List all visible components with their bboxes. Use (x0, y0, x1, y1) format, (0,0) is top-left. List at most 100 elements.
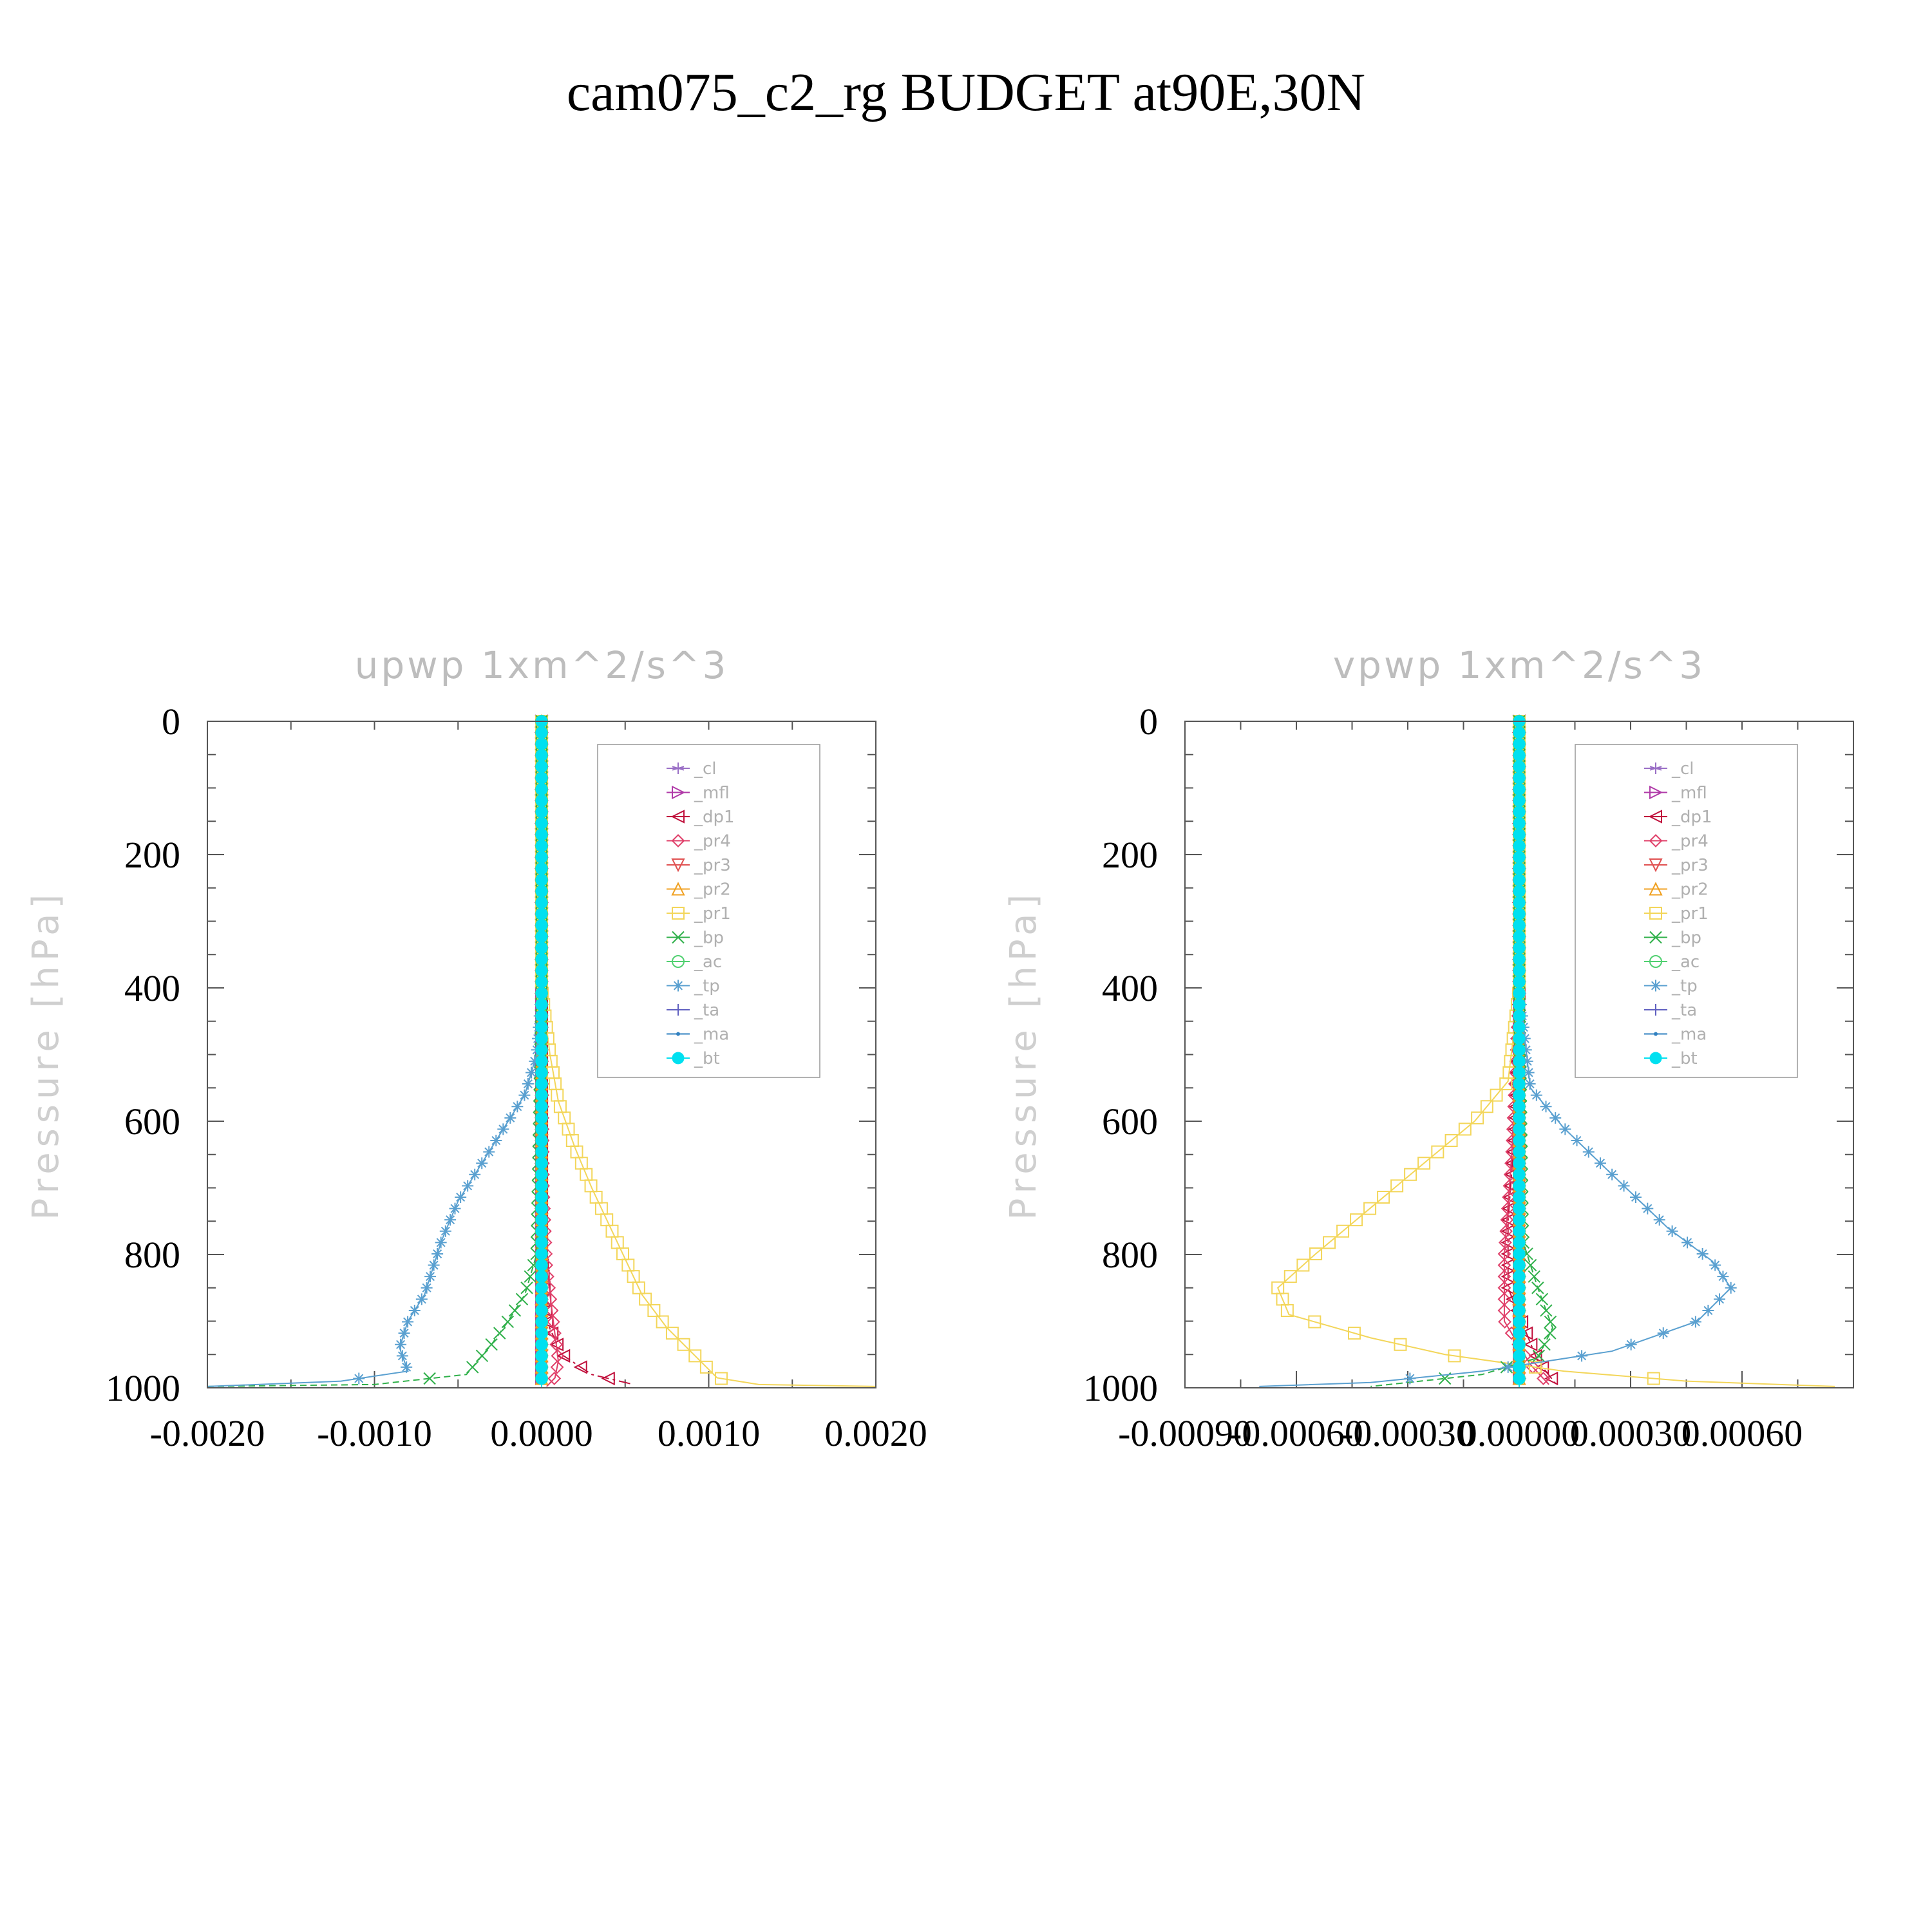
data-point (1363, 1202, 1377, 1215)
data-point (1513, 873, 1526, 886)
data-point (535, 1349, 548, 1362)
data-point (493, 1327, 506, 1340)
data-point (1513, 749, 1526, 762)
data-point (1513, 896, 1526, 909)
panel-title: vpwp 1xm^2/s^3 (1333, 643, 1705, 687)
data-point (1524, 1078, 1536, 1090)
data-point (535, 1179, 548, 1192)
data-point (1513, 806, 1526, 819)
data-point (1540, 1304, 1553, 1317)
data-point (353, 1372, 365, 1385)
data-point (1519, 1326, 1533, 1340)
data-point (535, 862, 548, 875)
legend-marker (1649, 858, 1663, 873)
data-point (1513, 794, 1526, 807)
legend-marker (672, 931, 685, 944)
data-point (1681, 1236, 1694, 1249)
legend-entry: _ta (1671, 1001, 1697, 1020)
data-point (535, 1247, 548, 1260)
data-point (1513, 726, 1526, 739)
data-point (483, 1146, 495, 1158)
data-point (1535, 1360, 1549, 1374)
data-point (1513, 760, 1526, 773)
data-point (1531, 1282, 1544, 1294)
data-point (1490, 1088, 1503, 1102)
data-point (535, 1361, 548, 1374)
legend-marker (672, 785, 686, 800)
data-point (395, 1338, 407, 1350)
y-tick-label: 600 (1102, 1101, 1158, 1142)
y-tick-label: 400 (124, 967, 180, 1009)
data-point (1549, 1112, 1562, 1124)
x-tick-label: -0.00090 (1118, 1412, 1252, 1454)
data-point (1513, 1055, 1526, 1068)
data-point (1642, 1202, 1654, 1215)
data-point (1296, 1258, 1310, 1272)
chart-panel-2: vpwp 1xm^2/s^3 Pressure [hPa] 0 200 400 600 80… (1003, 643, 1854, 1454)
data-point (504, 1112, 516, 1124)
data-point (1513, 1021, 1526, 1034)
data-point (1629, 1191, 1642, 1203)
legend-marker (672, 980, 684, 992)
data-point (535, 1270, 548, 1283)
data-point (1521, 1055, 1533, 1067)
data-point (1582, 1146, 1595, 1158)
data-point (449, 1202, 461, 1215)
data-point (1571, 1135, 1583, 1147)
data-point (1647, 1372, 1660, 1385)
data-point (469, 1168, 481, 1180)
data-point (556, 1349, 571, 1363)
data-point (535, 794, 548, 807)
data-point (1513, 851, 1526, 864)
data-point (401, 1361, 413, 1373)
data-point (1653, 1214, 1665, 1226)
data-point (1696, 1247, 1709, 1260)
data-point (1513, 840, 1526, 853)
data-point (1513, 1112, 1526, 1124)
x-tick-label: 0.0000 (490, 1412, 593, 1454)
data-point (1513, 817, 1526, 829)
series-bt (1513, 715, 1526, 1388)
data-point (535, 942, 548, 954)
data-point (1513, 1236, 1526, 1249)
data-point (1513, 1293, 1526, 1305)
data-point (1347, 1327, 1361, 1340)
legend-marker (1649, 762, 1662, 774)
x-tick-label: 0.0010 (658, 1412, 761, 1454)
data-point (1709, 1259, 1721, 1271)
data-point (1513, 1168, 1526, 1181)
data-point (546, 1315, 560, 1329)
x-tick-label: -0.00030 (1341, 1412, 1475, 1454)
legend-marker (1649, 1052, 1662, 1065)
data-point (1513, 942, 1526, 954)
data-point (714, 1372, 728, 1385)
data-point (1444, 1134, 1458, 1148)
series-line (207, 721, 542, 1387)
data-point (1544, 1371, 1558, 1386)
data-point (535, 772, 548, 784)
legend-entry: _tp (694, 977, 720, 996)
y-tick-label: 0 (162, 701, 180, 743)
data-point (490, 1135, 502, 1147)
data-point (1513, 907, 1526, 920)
data-point (1513, 1282, 1526, 1294)
data-point (415, 1293, 428, 1305)
data-point (1513, 1327, 1526, 1340)
data-point (1431, 1145, 1444, 1159)
data-point (518, 1089, 531, 1101)
data-point (535, 726, 548, 739)
data-point (1513, 1157, 1526, 1170)
data-point (1513, 964, 1526, 977)
series-bp (207, 715, 548, 1387)
data-point (1336, 1224, 1350, 1238)
plot-frame (1184, 721, 1854, 1388)
legend-entry: _mfl (694, 784, 730, 803)
data-point (1530, 1089, 1542, 1101)
data-point (1513, 737, 1526, 750)
data-point (1513, 930, 1526, 943)
data-point (535, 1327, 548, 1340)
data-point (1283, 1270, 1297, 1283)
data-point (1513, 919, 1526, 932)
legend-entry: _mfl (1671, 784, 1707, 803)
data-point (535, 1372, 548, 1385)
